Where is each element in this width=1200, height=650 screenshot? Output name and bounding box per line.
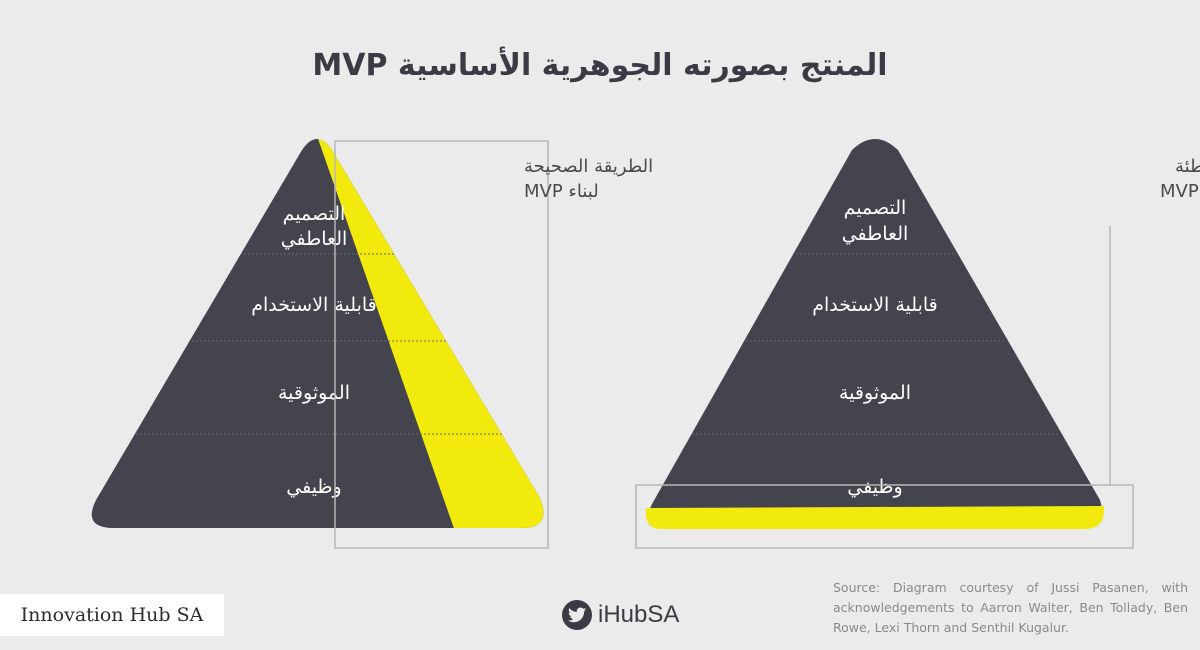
wrong-way-caption-line1: الطريقة الخاطئة [1175,156,1200,177]
right-highlight-stripe [645,506,1105,529]
twitter-handle: iHubSA [598,601,680,628]
right-way-pyramid: التصميم العاطفي قابلية الاستخدام الموثوق… [91,139,653,549]
right-level-emotional-design-1: التصميم [844,197,907,219]
brand-logo: Innovation Hub SA [0,594,224,636]
twitter-bird-icon [562,600,592,630]
right-level-reliability: الموثوقية [839,382,911,404]
source-credit: Source: Diagram courtesy of Jussi Pasane… [833,580,1188,635]
right-level-usability: قابلية الاستخدام [812,294,937,316]
page-title: المنتج بصورته الجوهرية الأساسية MVP [312,48,888,83]
left-level-functional: وظيفي [286,476,341,498]
right-highlight-frame [635,484,1134,549]
left-highlight-frame [334,140,549,549]
wrong-way-caption-line2: لبناء MVP [1160,181,1200,202]
right-pyramid-shape [647,139,1103,528]
right-level-emotional-design-2: العاطفي [842,223,909,245]
left-level-usability: قابلية الاستخدام [251,294,376,316]
left-level-reliability: الموثوقية [278,382,350,404]
right-level-functional: وظيفي [847,476,902,498]
right-way-caption-line2: لبناء MVP [524,181,599,202]
twitter-handle-link[interactable]: iHubSA [562,598,679,632]
right-way-caption-line1: الطريقة الصحيحة [524,156,653,177]
left-level-emotional-design-2: العاطفي [281,228,348,250]
wrong-way-pyramid: التصميم العاطفي قابلية الاستخدام الموثوق… [635,139,1200,549]
left-level-emotional-design-1: التصميم [283,203,346,225]
